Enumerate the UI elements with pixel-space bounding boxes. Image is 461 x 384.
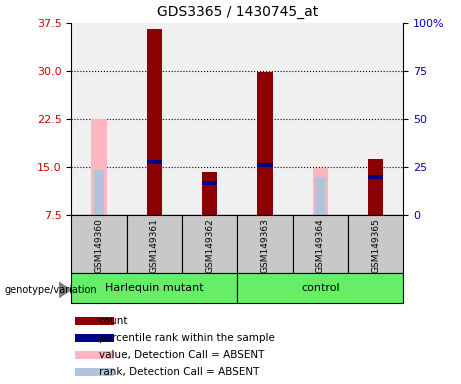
Bar [75,351,114,359]
Text: rank, Detection Call = ABSENT: rank, Detection Call = ABSENT [99,367,259,377]
Text: control: control [301,283,340,293]
Bar [147,30,162,215]
Bar [75,334,114,342]
Bar [94,170,104,215]
Bar [91,119,107,215]
Bar [237,273,403,303]
Bar [182,215,237,273]
Bar [75,368,114,376]
Bar [293,215,348,273]
Text: value, Detection Call = ABSENT: value, Detection Call = ABSENT [99,350,264,360]
Bar [147,160,162,164]
Text: GSM149365: GSM149365 [371,218,380,273]
Bar [257,163,273,167]
Bar [202,172,218,215]
Text: GSM149364: GSM149364 [316,218,325,273]
Text: count: count [99,316,128,326]
Title: GDS3365 / 1430745_at: GDS3365 / 1430745_at [157,5,318,19]
Bar [237,215,293,273]
Bar [315,177,325,215]
Text: GSM149362: GSM149362 [205,218,214,273]
Polygon shape [59,282,71,298]
Bar [368,159,384,215]
Bar [71,215,127,273]
Bar [202,181,218,185]
Bar [71,273,237,303]
Bar [368,175,384,179]
Text: Harlequin mutant: Harlequin mutant [105,283,204,293]
Bar [313,168,328,215]
Bar [127,215,182,273]
Text: genotype/variation: genotype/variation [5,285,97,295]
Bar [348,215,403,273]
Text: GSM149360: GSM149360 [95,218,104,273]
Text: percentile rank within the sample: percentile rank within the sample [99,333,274,343]
Text: GSM149363: GSM149363 [260,218,270,273]
Bar [75,317,114,325]
Text: GSM149361: GSM149361 [150,218,159,273]
Bar [257,72,273,215]
